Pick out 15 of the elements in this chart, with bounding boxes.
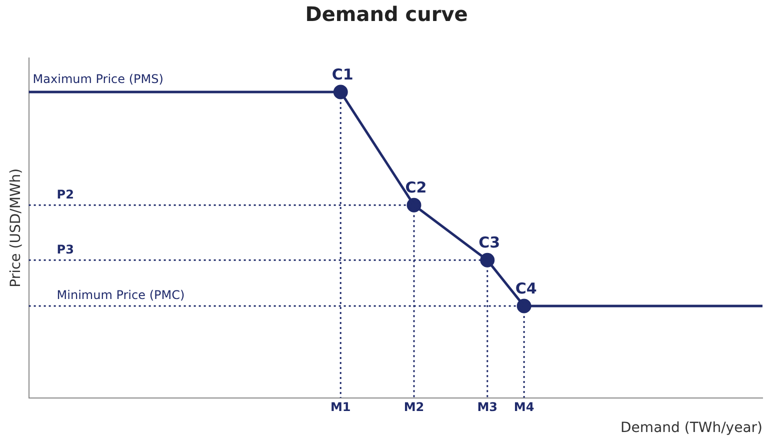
x-tick-label: M2 — [404, 400, 424, 414]
annotation: C2 — [405, 178, 427, 197]
annotation: Maximum Price (PMS) — [32, 72, 164, 86]
series-label: P3 — [56, 242, 74, 256]
x-axis-title: Demand (TWh/year) — [620, 420, 762, 436]
x-tick-label: M4 — [514, 400, 534, 414]
chart-title: Demand curve — [305, 2, 468, 26]
series-label: P2 — [56, 187, 74, 202]
annotation: C4 — [515, 279, 537, 298]
x-tick-label: M3 — [477, 400, 498, 414]
annotation: C3 — [478, 234, 500, 252]
x-tick-label: M1 — [330, 400, 351, 414]
annotation: C1 — [332, 65, 354, 84]
y-axis-title: Price (USD/MWh) — [8, 168, 24, 288]
series-label: Minimum Price (PMC) — [56, 288, 185, 302]
